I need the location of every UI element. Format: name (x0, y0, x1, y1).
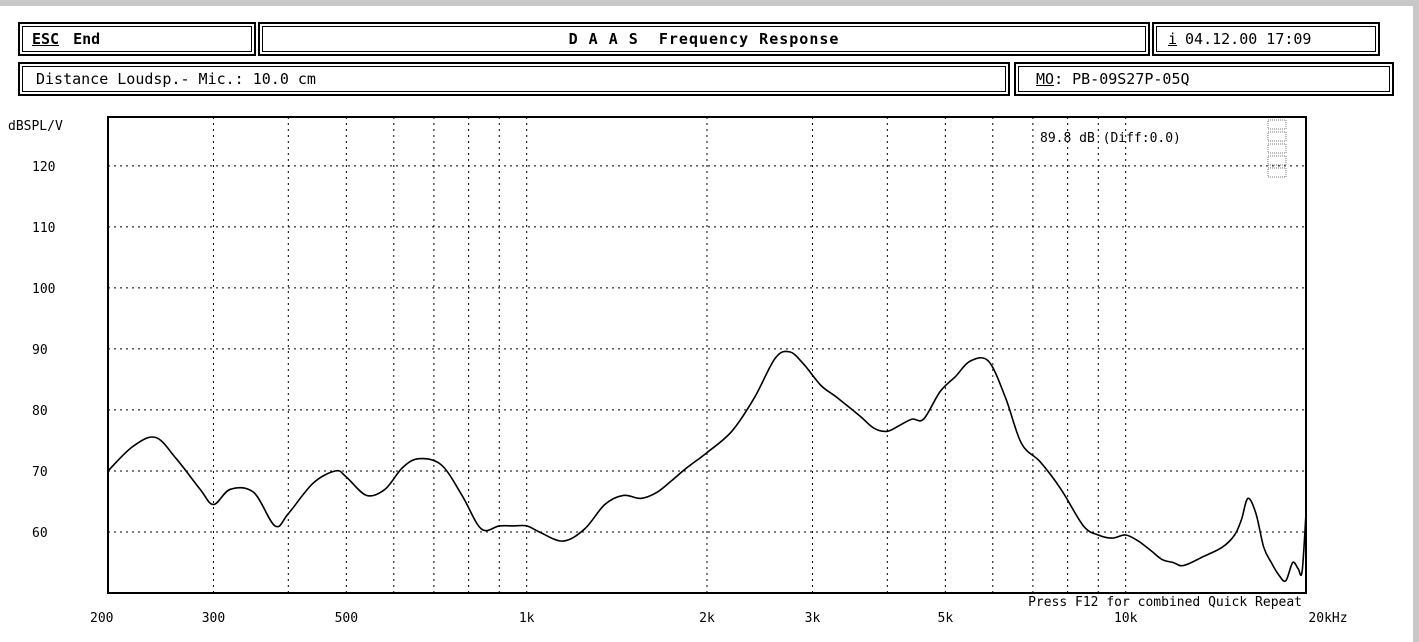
level-meter-icon (1267, 119, 1287, 178)
x-tick-label: 1k (519, 611, 535, 626)
distance-text: Distance Loudsp.- Mic.: 10.0 cm (36, 69, 316, 88)
info-datetime-button[interactable]: i 04.12.00 17:09 (1152, 22, 1380, 56)
app-title: D A A S Frequency Response (568, 29, 840, 48)
y-tick-label: 60 (32, 526, 48, 541)
y-tick-label: 100 (32, 282, 55, 297)
chart-grid (107, 117, 1307, 593)
end-label: End (73, 29, 101, 48)
x-tick-label: 20kHz (1308, 611, 1347, 626)
response-curve (107, 350, 1307, 583)
quick-repeat-hint: Press F12 for combined Quick Repeat (1028, 595, 1302, 610)
level-meter-cell (1267, 119, 1287, 130)
level-meter-cell (1267, 143, 1287, 154)
info-shortcut-key: i (1168, 29, 1178, 48)
model-value: : PB-09S27P-05Q (1054, 69, 1190, 88)
esc-shortcut-key: ESC (32, 29, 60, 48)
model-field[interactable]: MO : PB-09S27P-05Q (1014, 62, 1394, 96)
level-meter-cell (1267, 155, 1287, 166)
x-tick-label: 10k (1114, 611, 1138, 626)
x-tick-label: 2k (699, 611, 715, 626)
end-button[interactable]: ESC End (18, 22, 256, 56)
y-tick-label: 90 (32, 343, 48, 358)
level-meter-cell (1267, 131, 1287, 142)
distance-field: Distance Loudsp.- Mic.: 10.0 cm (18, 62, 1010, 96)
axis-ticks: 60 70 80 90 100 110 120 200 300 500 1k 2k 3k 5k 10k 20k… (32, 160, 1348, 626)
x-tick-label: 3k (805, 611, 821, 626)
datetime-text: 04.12.00 17:09 (1185, 29, 1312, 48)
x-tick-label: 500 (335, 611, 358, 626)
y-tick-label: 70 (32, 465, 48, 480)
frequency-response-chart: 60 70 80 90 100 110 120 200 300 500 1k 2k 3k 5k 10k 20k… (8, 116, 1348, 626)
y-axis-label: dBSPL/V (8, 119, 63, 134)
y-tick-label: 80 (32, 404, 48, 419)
x-tick-label: 300 (202, 611, 225, 626)
y-tick-label: 110 (32, 221, 55, 236)
level-readout: 89.8 dB (Diff:0.0) (1040, 131, 1181, 146)
plot-area-border (107, 116, 1307, 594)
title-bar: D A A S Frequency Response (258, 22, 1150, 56)
y-tick-label: 120 (32, 160, 55, 175)
model-shortcut-key: MO (1036, 69, 1055, 88)
x-tick-label: 200 (90, 611, 113, 626)
level-meter-cell (1267, 167, 1287, 178)
x-tick-label: 5k (938, 611, 954, 626)
